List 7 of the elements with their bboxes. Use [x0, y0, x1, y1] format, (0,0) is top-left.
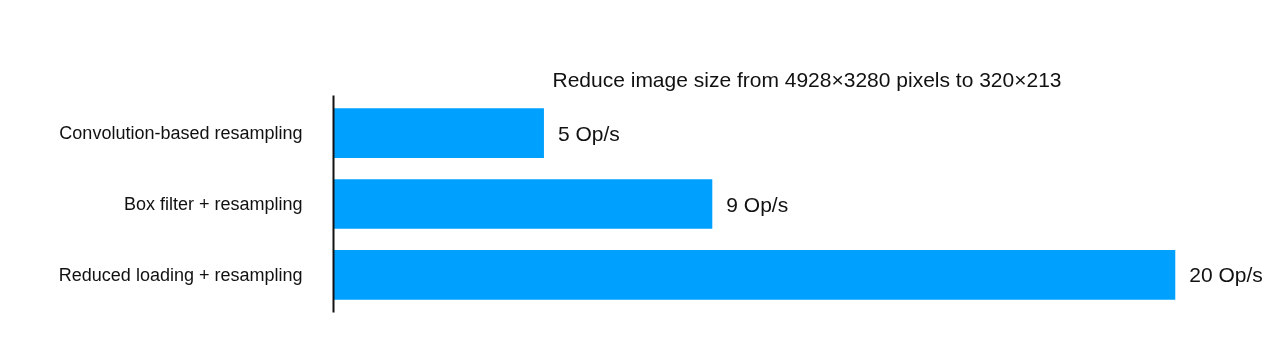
y-tick-label: Reduced loading + resampling — [58, 264, 303, 285]
y-tick-label: Box filter + resampling — [123, 194, 303, 214]
y-tick-label: Convolution-based resampling — [59, 123, 303, 144]
data-label: 5 Op/s — [557, 121, 620, 145]
chart-title: Reduce image size from 4928×3280 pixels to 320×213 — [552, 67, 1062, 91]
data-label: 20 Op/s — [1189, 263, 1263, 287]
data-label: 9 Op/s — [726, 192, 789, 216]
